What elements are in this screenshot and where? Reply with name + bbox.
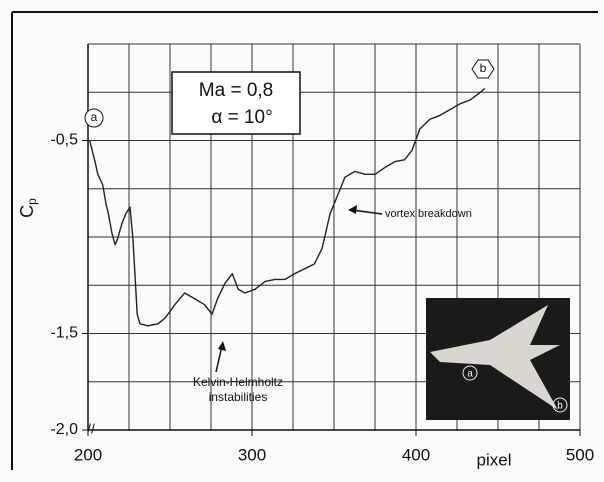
annotation: a (91, 110, 98, 124)
y-axis-label-main: C (17, 205, 37, 218)
inset-marker (462, 365, 478, 381)
x-tick-label: 500 (566, 445, 594, 464)
y-axis-label: Cp (17, 198, 39, 218)
annotation: Kelvin-Helmholtz (193, 375, 283, 389)
x-tick-label: 300 (238, 445, 266, 464)
annotation: α = 10° (211, 107, 272, 128)
annotation-box (171, 71, 301, 135)
point-marker (471, 59, 495, 79)
arrow-head (218, 341, 226, 351)
y-tick-label: -1,5 (50, 325, 78, 342)
arrow (215, 345, 223, 373)
x-tick-label: 200 (74, 445, 102, 464)
annotation: instabilities (209, 390, 268, 404)
inset-aircraft (430, 305, 560, 410)
annotation: Ma = 0,8 (199, 80, 273, 101)
inset-photo: a b (426, 298, 570, 420)
x-tick-label: 400 (402, 445, 430, 464)
plot (88, 87, 486, 327)
inset-label: b (557, 401, 563, 412)
inset-marker (552, 397, 568, 413)
x-axis-label: pixel (477, 450, 512, 469)
data-line (88, 87, 486, 327)
annotation: b (480, 61, 487, 75)
y-axis-label-sub: p (25, 198, 39, 205)
arrow-head (348, 205, 357, 214)
arrow (351, 209, 383, 215)
y-tick-label: -2,0 (50, 421, 78, 438)
point-marker (84, 108, 104, 128)
axis-break: // (87, 421, 95, 437)
inset-label: a (467, 369, 473, 380)
y-tick-label: -0,5 (50, 132, 78, 149)
annotation: vortex breakdown (385, 208, 472, 220)
